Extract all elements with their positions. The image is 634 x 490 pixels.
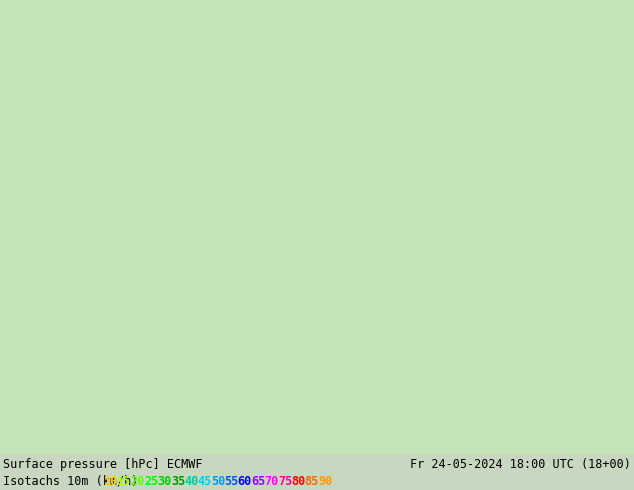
Text: 40: 40 — [184, 474, 198, 488]
Text: Isotachs 10m (km/h): Isotachs 10m (km/h) — [3, 474, 138, 488]
Text: 25: 25 — [144, 474, 158, 488]
Text: 80: 80 — [291, 474, 306, 488]
Text: 55: 55 — [224, 474, 238, 488]
Text: Fr 24-05-2024 18:00 UTC (18+00): Fr 24-05-2024 18:00 UTC (18+00) — [410, 458, 631, 470]
Text: 20: 20 — [131, 474, 145, 488]
Text: 35: 35 — [171, 474, 185, 488]
Text: 90: 90 — [318, 474, 332, 488]
Text: 70: 70 — [264, 474, 279, 488]
Text: 65: 65 — [251, 474, 266, 488]
Text: 60: 60 — [238, 474, 252, 488]
Text: 85: 85 — [305, 474, 319, 488]
Text: 50: 50 — [211, 474, 225, 488]
Text: 45: 45 — [198, 474, 212, 488]
Text: Surface pressure [hPc] ECMWF: Surface pressure [hPc] ECMWF — [3, 458, 202, 470]
Text: 15: 15 — [117, 474, 131, 488]
Text: 75: 75 — [278, 474, 292, 488]
Text: 10: 10 — [104, 474, 118, 488]
Text: 30: 30 — [157, 474, 172, 488]
